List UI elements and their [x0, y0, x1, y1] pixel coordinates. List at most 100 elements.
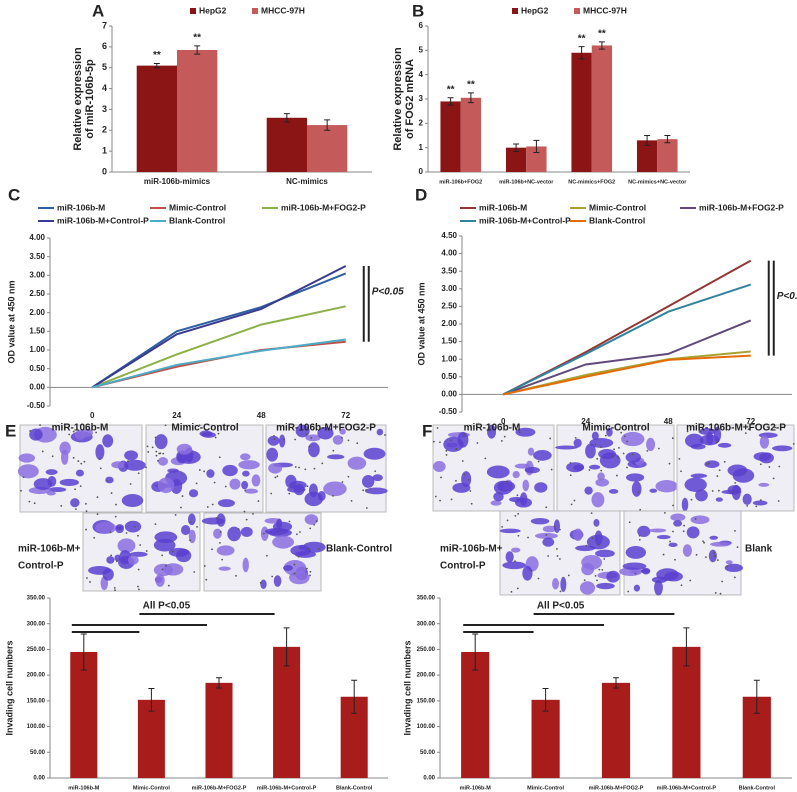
stained-cell: [566, 462, 585, 473]
bar: [273, 646, 301, 778]
y-tick-label: 350.00: [417, 596, 436, 602]
pore: [671, 437, 674, 440]
stained-cell: [285, 474, 297, 489]
pore: [307, 548, 309, 551]
bar: [440, 101, 461, 172]
stained-cell: [530, 518, 550, 525]
stained-cell: [725, 560, 733, 565]
stained-cell: [573, 528, 583, 542]
pore: [85, 528, 87, 531]
bar: [136, 65, 177, 172]
pore: [626, 466, 628, 469]
stained-cell: [655, 480, 678, 493]
stained-cell: [114, 554, 121, 562]
pore: [95, 431, 98, 434]
pore: [145, 550, 148, 552]
pore: [545, 533, 548, 536]
stained-cell: [153, 563, 174, 577]
pore: [672, 530, 674, 533]
stained-cell: [157, 477, 175, 494]
pore: [439, 499, 441, 502]
pore: [282, 438, 285, 441]
legend-label: Mimic-Control: [589, 202, 646, 212]
stained-cell: [534, 482, 548, 493]
y-tick-label: 2: [419, 118, 424, 127]
pore: [713, 555, 716, 558]
pore: [41, 450, 44, 453]
x-tick-label: 72: [746, 417, 755, 426]
pore: [270, 492, 273, 495]
pore: [157, 459, 159, 462]
bar: [461, 652, 490, 778]
stained-cell: [268, 462, 283, 474]
pore: [518, 431, 521, 434]
stained-cell: [588, 464, 601, 470]
pore: [110, 554, 113, 557]
y-tick-label: 7: [102, 20, 107, 30]
stained-cell: [376, 428, 384, 436]
stained-cell: [552, 578, 559, 590]
x-tick-label: 0: [90, 411, 95, 420]
pore: [317, 548, 320, 550]
stained-cell: [596, 582, 615, 590]
stained-cell: [121, 494, 144, 507]
stained-cell: [180, 525, 191, 536]
pore: [463, 433, 466, 436]
pore: [206, 506, 209, 508]
micrograph-label: miR-106b-M+FOG2-P: [276, 423, 376, 434]
pore: [139, 544, 142, 546]
stained-cell: [372, 474, 383, 482]
y-tick-label: 2.50: [441, 302, 457, 311]
x-tick-label: miR-106b-M+Control-P: [657, 785, 717, 791]
pore: [321, 462, 324, 465]
pore: [158, 452, 161, 455]
pore: [718, 469, 721, 472]
stained-cell: [690, 443, 706, 450]
pore: [445, 449, 448, 452]
pore: [734, 529, 736, 532]
stained-cell: [684, 477, 707, 492]
pore: [309, 574, 311, 577]
stained-cell: [111, 461, 126, 469]
stained-cell: [206, 469, 215, 478]
stained-cell: [673, 520, 683, 527]
y-tick-label: 0: [419, 167, 424, 176]
pore: [699, 430, 702, 433]
error-bar: [324, 119, 331, 131]
bar: [601, 682, 631, 778]
stained-cell: [670, 513, 686, 522]
y-tick-label: -0.50: [439, 407, 458, 416]
pore: [455, 479, 457, 482]
error-bar: [513, 143, 520, 152]
stained-cell: [527, 447, 535, 456]
stained-cell: [512, 470, 520, 479]
x-tick-label: miR-106b-M: [460, 785, 492, 791]
pore: [309, 527, 312, 530]
error-bar: [148, 688, 155, 712]
error-bar: [542, 688, 549, 712]
stained-cell: [95, 444, 105, 460]
y-tick-label: 50.00: [30, 750, 46, 756]
micrograph-label: miR-106b-M+: [18, 544, 81, 555]
pore: [155, 450, 158, 453]
panel-letter: E: [5, 421, 16, 440]
panel-letter: D: [415, 185, 427, 204]
pore: [214, 436, 217, 439]
stained-cell: [497, 480, 516, 492]
pore: [33, 502, 36, 505]
pore: [72, 430, 75, 433]
pore: [588, 469, 591, 471]
y-tick-label: 2: [102, 125, 107, 135]
pore: [717, 489, 720, 492]
stained-cell: [542, 537, 555, 547]
series-line: [91, 338, 346, 389]
stained-cell: [724, 563, 744, 573]
y-tick-label: 0.00: [423, 776, 435, 782]
pore: [203, 565, 206, 567]
error-bar: [351, 679, 358, 714]
y-axis-label: OD value at 450 nm: [416, 282, 426, 365]
pore: [616, 474, 618, 477]
stained-cell: [597, 472, 605, 481]
pore: [237, 528, 240, 530]
y-tick-label: 3.50: [29, 252, 45, 261]
